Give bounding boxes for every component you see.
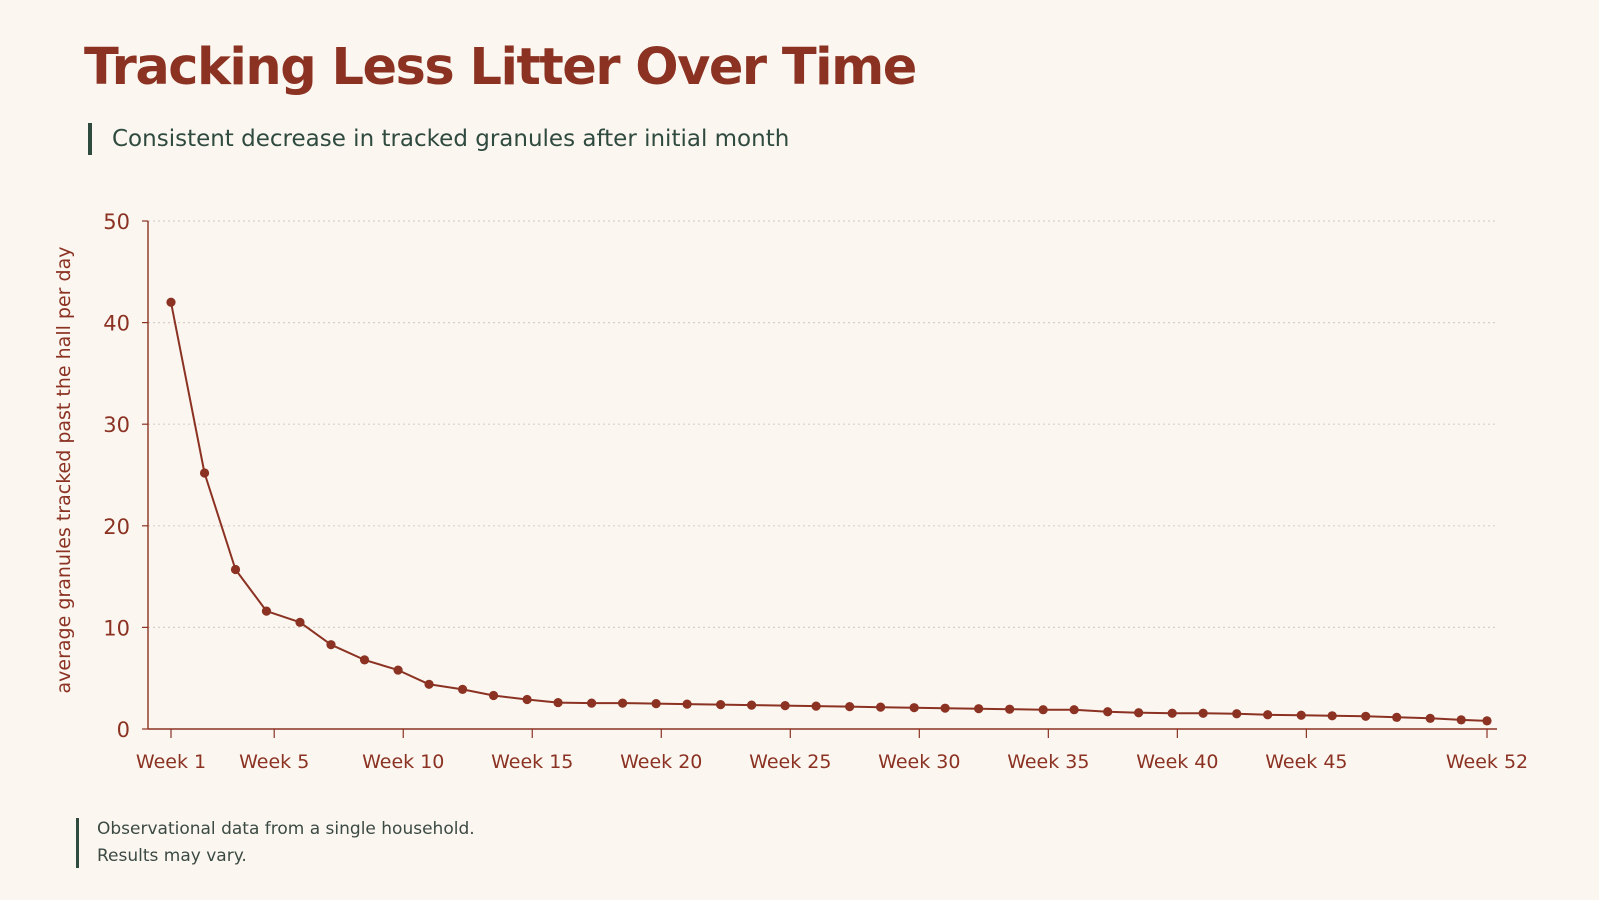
data-point [488,690,499,701]
data-point [1425,713,1435,723]
data-point [1327,711,1337,721]
data-point [651,699,661,709]
footnote-accent-bar [76,818,79,868]
data-point [230,564,241,575]
x-tick-labels: Week 1 Week 5 Week 10 Week 15 Week 20 Week 25… [136,751,1528,773]
data-point [940,703,950,713]
data-point [1361,711,1371,721]
data-point [1198,708,1208,718]
data-point [522,694,532,705]
footnote-text: Observational data from a single househo… [97,816,475,870]
data-point [359,655,370,665]
data-point [811,701,821,711]
data-point [1296,710,1306,720]
data-point [166,297,176,307]
data-point [617,698,628,708]
y-tick-label: 30 [103,413,130,437]
x-tick-label: Week 15 [491,751,573,773]
x-tick-label: Week 30 [878,751,960,773]
data-point [295,617,305,627]
chart-title: Tracking Less Litter Over Time [84,38,917,97]
data-point [746,700,757,710]
data-point [1232,709,1242,719]
y-tick-label: 0 [117,718,130,742]
footnote-block: Observational data from a single househo… [76,816,475,870]
data-point [1263,710,1273,720]
x-tick-label: Week 1 [136,751,206,773]
data-point [326,640,336,650]
x-tick-label: Week 40 [1136,751,1218,773]
x-tick-label: Week 35 [1007,751,1089,773]
data-point [1069,705,1079,715]
data-point [1482,716,1492,726]
data-point [682,699,692,709]
gridlines [148,220,1497,629]
data-point [1005,704,1015,714]
x-tick-label: Week 45 [1265,751,1347,773]
data-point [587,698,597,708]
subtitle-block: Consistent decrease in tracked granules … [88,122,789,156]
data-point [974,704,984,714]
x-tick-label: Week 52 [1446,751,1528,773]
data-point [424,679,434,689]
data-point [716,700,726,710]
subtitle-accent-bar [88,123,92,155]
data-point [1038,705,1048,715]
data-point [876,702,886,712]
data-point [393,665,403,675]
y-tick-label: 40 [103,312,130,336]
x-tick-label: Week 25 [749,751,831,773]
y-tick-label: 50 [103,210,130,234]
data-point [909,703,919,713]
axes [142,220,1497,738]
y-axis-label: average granules tracked past the hall p… [53,247,75,694]
y-tick-label: 20 [103,515,130,539]
data-point [261,606,272,616]
data-point [845,702,855,712]
data-point [1103,707,1113,717]
data-point [199,468,210,478]
data-point [1392,712,1402,722]
x-tick-label: Week 10 [362,751,444,773]
x-tick-label: Week 5 [239,751,309,773]
data-point [780,701,790,711]
data-point [1456,715,1466,725]
data-point [1167,708,1177,718]
y-tick-label: 10 [103,616,130,640]
y-tick-labels: 0 10 20 30 40 50 [103,210,130,742]
chart-subtitle: Consistent decrease in tracked granules … [112,126,790,152]
footnote-line-2: Results may vary. [97,846,247,866]
data-point [1134,708,1144,718]
x-tick-label: Week 20 [620,751,702,773]
data-series [166,297,1492,726]
series-line [170,302,1488,722]
data-point [457,684,468,694]
footnote-line-1: Observational data from a single househo… [97,819,475,839]
data-point [553,697,563,708]
